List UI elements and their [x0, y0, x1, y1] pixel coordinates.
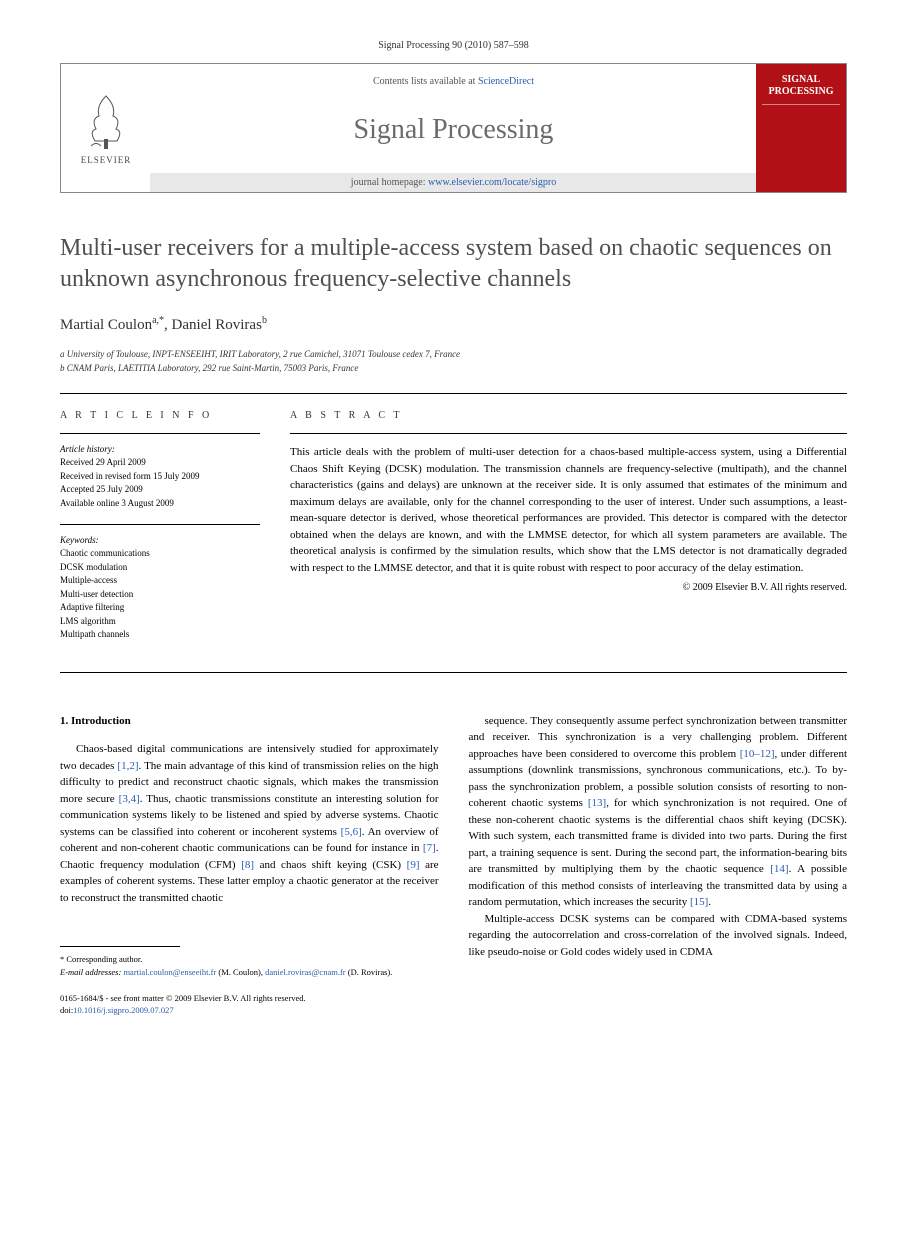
ref-link[interactable]: [13]	[588, 797, 606, 809]
keyword: Chaotic communications	[60, 547, 260, 561]
email-link-2[interactable]: daniel.roviras@cnam.fr	[265, 967, 346, 977]
intro-paragraph-1: Chaos-based digital communications are i…	[60, 741, 439, 906]
homepage-prefix: journal homepage:	[351, 177, 428, 188]
publisher-label: ELSEVIER	[81, 155, 132, 165]
keyword: LMS algorithm	[60, 615, 260, 629]
history-label: Article history:	[60, 444, 260, 454]
intro-paragraph-2: sequence. They consequently assume perfe…	[469, 713, 848, 911]
body-column-right: sequence. They consequently assume perfe…	[469, 713, 848, 1017]
intro-paragraph-3: Multiple-access DCSK systems can be comp…	[469, 911, 848, 961]
abstract-text: This article deals with the problem of m…	[290, 444, 847, 576]
history-accepted: Accepted 25 July 2009	[60, 483, 260, 497]
divider-bottom	[60, 672, 847, 673]
abstract-column: A B S T R A C T This article deals with …	[290, 410, 847, 656]
ref-link[interactable]: [8]	[241, 859, 254, 871]
author-2-sup: b	[262, 315, 267, 326]
keyword: DCSK modulation	[60, 561, 260, 575]
ref-link[interactable]: [1,2]	[117, 760, 138, 772]
email-line: E-mail addresses: martial.coulon@enseeih…	[60, 966, 439, 979]
journal-name: Signal Processing	[151, 114, 756, 146]
abstract-copyright: © 2009 Elsevier B.V. All rights reserved…	[290, 582, 847, 593]
email-name-2: (D. Roviras).	[346, 967, 393, 977]
ref-link[interactable]: [3,4]	[119, 793, 140, 805]
contents-available-line: Contents lists available at ScienceDirec…	[151, 76, 756, 87]
history-revised: Received in revised form 15 July 2009	[60, 470, 260, 484]
cover-title: SIGNAL PROCESSING	[762, 74, 840, 105]
keyword: Adaptive filtering	[60, 601, 260, 615]
ref-link[interactable]: [9]	[407, 859, 420, 871]
article-info-heading: A R T I C L E I N F O	[60, 410, 260, 421]
publisher-logo: ELSEVIER	[61, 64, 151, 192]
ref-link[interactable]: [5,6]	[341, 826, 362, 838]
corresponding-author-note: * Corresponding author.	[60, 953, 439, 966]
author-1-sup: a,*	[152, 315, 164, 326]
keywords-list: Chaotic communications DCSK modulation M…	[60, 547, 260, 642]
info-abstract-row: A R T I C L E I N F O Article history: R…	[60, 394, 847, 672]
ref-link[interactable]: [14]	[770, 863, 788, 875]
info-divider-1	[60, 433, 260, 434]
authors-line: Martial Coulona,*, Daniel Rovirasb	[60, 315, 847, 334]
doi-label: doi:	[60, 1005, 73, 1015]
email-name-1: (M. Coulon),	[216, 967, 265, 977]
doi-link[interactable]: 10.1016/j.sigpro.2009.07.027	[73, 1005, 173, 1015]
keyword: Multipath channels	[60, 628, 260, 642]
footer-block: 0165-1684/$ - see front matter © 2009 El…	[60, 993, 439, 1017]
affiliation-a: a University of Toulouse, INPT-ENSEEIHT,…	[60, 348, 847, 362]
keyword: Multiple-access	[60, 574, 260, 588]
citation-line: Signal Processing 90 (2010) 587–598	[60, 40, 847, 51]
keywords-label: Keywords:	[60, 535, 260, 545]
body-columns: 1. Introduction Chaos-based digital comm…	[60, 713, 847, 1017]
header-center: Contents lists available at ScienceDirec…	[151, 64, 756, 192]
affiliations: a University of Toulouse, INPT-ENSEEIHT,…	[60, 348, 847, 375]
affiliation-b: b CNAM Paris, LAETITIA Laboratory, 292 r…	[60, 362, 847, 376]
abstract-divider	[290, 433, 847, 434]
journal-cover: SIGNAL PROCESSING	[756, 64, 846, 192]
history-received: Received 29 April 2009	[60, 456, 260, 470]
contents-prefix: Contents lists available at	[373, 76, 478, 87]
section-1-heading: 1. Introduction	[60, 713, 439, 730]
article-info-column: A R T I C L E I N F O Article history: R…	[60, 410, 260, 656]
email-label: E-mail addresses:	[60, 967, 123, 977]
journal-header-box: ELSEVIER Contents lists available at Sci…	[60, 63, 847, 193]
abstract-heading: A B S T R A C T	[290, 410, 847, 421]
history-list: Received 29 April 2009 Received in revis…	[60, 456, 260, 510]
ref-link[interactable]: [10–12]	[740, 748, 775, 760]
info-divider-2	[60, 524, 260, 525]
author-1: Martial Coulon	[60, 317, 152, 333]
sciencedirect-link[interactable]: ScienceDirect	[478, 76, 534, 87]
ref-link[interactable]: [7]	[423, 842, 436, 854]
footnote-divider	[60, 946, 180, 947]
homepage-line: journal homepage: www.elsevier.com/locat…	[150, 173, 757, 192]
body-column-left: 1. Introduction Chaos-based digital comm…	[60, 713, 439, 1017]
elsevier-tree-icon	[81, 91, 131, 151]
article-title: Multi-user receivers for a multiple-acce…	[60, 233, 847, 295]
front-matter-line: 0165-1684/$ - see front matter © 2009 El…	[60, 993, 439, 1005]
keyword: Multi-user detection	[60, 588, 260, 602]
author-2: Daniel Roviras	[172, 317, 262, 333]
history-online: Available online 3 August 2009	[60, 497, 260, 511]
doi-line: doi:10.1016/j.sigpro.2009.07.027	[60, 1005, 439, 1017]
homepage-link[interactable]: www.elsevier.com/locate/sigpro	[428, 177, 556, 188]
email-link-1[interactable]: martial.coulon@enseeiht.fr	[123, 967, 216, 977]
footnotes: * Corresponding author. E-mail addresses…	[60, 953, 439, 979]
ref-link[interactable]: [15]	[690, 896, 708, 908]
